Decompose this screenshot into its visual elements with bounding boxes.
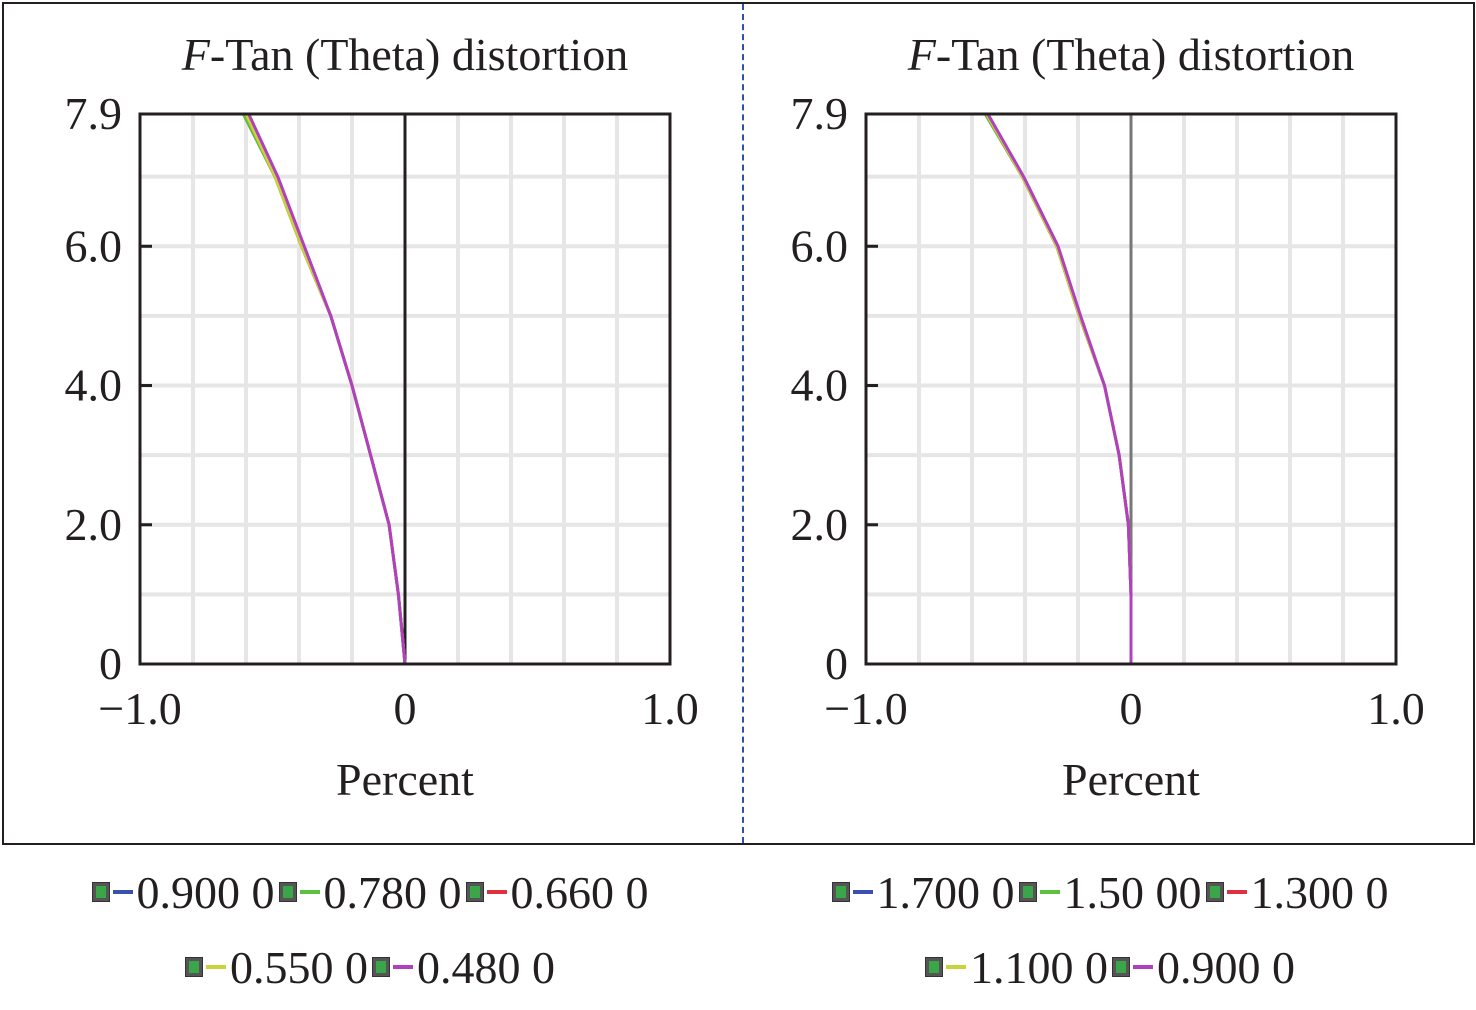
series-line-0.660-0 [244,113,407,665]
y-tick-label: 4.0 [65,360,123,411]
legend-item[interactable]: 0.900 0 [1112,941,1295,994]
legend-label: 0.780 0 [323,866,462,918]
x-tick-label: −1.0 [824,683,907,734]
legend-swatch [1039,890,1060,894]
x-axis-label: Percent [336,754,474,805]
legend-label: 1.300 0 [1250,866,1389,918]
plot-area-border [864,112,1398,666]
legend-item[interactable]: 0.480 0 [372,941,555,994]
series-line-1.300-0 [985,113,1133,664]
x-tick-label: 0 [394,683,417,734]
checkbox-icon[interactable] [91,882,110,902]
legend-label: 0.480 0 [417,941,555,993]
legend-item[interactable]: 0.780 0 [278,866,462,919]
chart-title-text: -Tan (Theta) distortion [936,29,1354,80]
legend-item[interactable]: 0.900 0 [91,866,275,919]
legend-row: 0.550 0 0.480 0 [0,935,740,1010]
chart-title: F-Tan (Theta) distortion [181,29,628,80]
y-tick-label: 0 [825,638,848,689]
series-line-0.900-0 [986,113,1133,664]
checkbox-icon[interactable] [372,957,390,977]
series-line-1.700-0 [984,113,1133,664]
chart-title-italic: F [907,29,937,80]
legend-item[interactable]: 1.100 0 [925,941,1108,994]
plot-area-border [138,112,672,666]
checkbox-icon[interactable] [278,882,297,902]
legend-swatch [393,965,413,969]
y-tick-label: 6.0 [65,220,123,271]
legend-swatch [299,890,320,894]
checkbox-icon[interactable] [465,882,484,902]
legend-swatch [112,890,133,894]
y-tick-label: 6.0 [791,220,849,271]
legend-swatch [946,965,966,969]
legend-item[interactable]: 0.660 0 [465,866,649,919]
series-line-0.780-0 [242,113,407,665]
legend-label: 1.700 0 [876,866,1015,918]
y-tick-label: 7.9 [791,88,849,139]
chart-title: F-Tan (Theta) distortion [907,29,1354,80]
legend-label: 0.900 0 [1157,941,1295,993]
legend-item[interactable]: 1.50 00 [1018,866,1202,919]
legend-item[interactable]: 0.550 0 [185,941,368,994]
y-tick-label: 7.9 [65,88,123,139]
legend-item[interactable]: 1.300 0 [1205,866,1389,919]
legend-left: 0.900 0 0.780 0 0.660 0 0.550 0 0.480 0 [0,860,740,1010]
series-line-0.550-0 [244,113,407,665]
chart-title-text: -Tan (Theta) distortion [210,29,628,80]
legend-label: 1.50 00 [1063,866,1202,918]
legend-swatch [1133,965,1153,969]
series-line-1.50-00 [984,113,1133,664]
legend-swatch [1226,890,1247,894]
legend-row: 1.700 0 1.50 00 1.300 0 [744,860,1476,935]
legend-row: 0.900 0 0.780 0 0.660 0 [0,860,740,935]
checkbox-icon[interactable] [1205,882,1224,902]
y-tick-label: 4.0 [791,360,849,411]
checkbox-icon[interactable] [831,882,850,902]
checkbox-icon[interactable] [185,957,203,977]
checkbox-icon[interactable] [1112,957,1130,977]
y-tick-label: 0 [99,638,122,689]
series-line-0.900-0 [242,113,407,665]
legend-item[interactable]: 1.700 0 [831,866,1015,919]
x-tick-label: 1.0 [1367,683,1425,734]
legend-swatch [852,890,873,894]
legend-swatch [486,890,507,894]
checkbox-icon[interactable] [925,957,943,977]
legend-swatch [206,965,226,969]
legend-label: 0.660 0 [510,866,649,918]
x-tick-label: −1.0 [98,683,181,734]
x-tick-label: 0 [1120,683,1143,734]
series-line-0.480-0 [247,113,407,665]
y-tick-label: 2.0 [65,499,123,550]
checkbox-icon[interactable] [1018,882,1037,902]
series-line-1.100-0 [985,113,1133,664]
y-tick-label: 2.0 [791,499,849,550]
legend-label: 0.550 0 [230,941,368,993]
legend-right: 1.700 0 1.50 00 1.300 0 1.100 0 0.900 0 [744,860,1476,1010]
figure-frame [2,2,1475,845]
x-axis-label: Percent [1062,754,1200,805]
x-tick-label: 1.0 [641,683,699,734]
legend-label: 0.900 0 [136,866,275,918]
legend-row: 1.100 0 0.900 0 [744,935,1476,1010]
legend-label: 1.100 0 [970,941,1108,993]
chart-title-italic: F [181,29,211,80]
panel-divider [742,4,744,843]
